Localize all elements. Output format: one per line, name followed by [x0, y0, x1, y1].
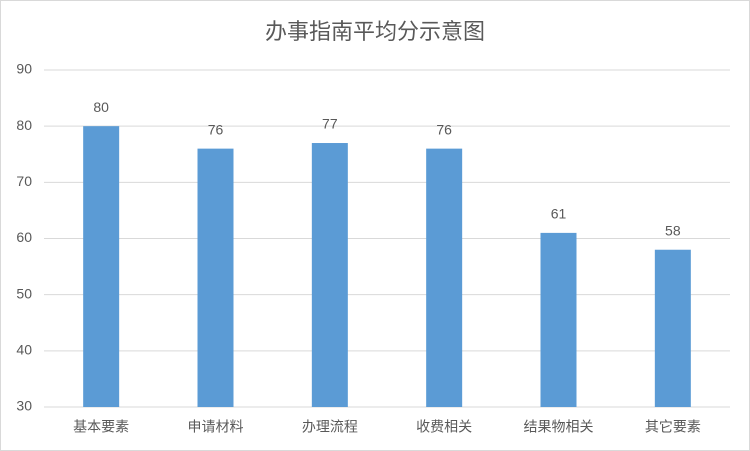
bar	[311, 143, 348, 407]
data-label: 58	[665, 222, 681, 238]
y-tick-label: 50	[16, 285, 32, 301]
bar	[540, 232, 577, 407]
x-tick-label: 基本要素	[73, 419, 129, 435]
bar	[197, 148, 234, 407]
y-tick-label: 30	[16, 398, 32, 414]
y-tick-label: 80	[16, 117, 32, 133]
data-label: 80	[93, 99, 109, 115]
x-tick-label: 申请材料	[188, 419, 244, 435]
y-tick-label: 40	[16, 342, 32, 358]
x-tick-label: 收费相关	[416, 419, 472, 435]
y-tick-label: 70	[16, 173, 32, 189]
x-tick-label: 办理流程	[302, 419, 358, 435]
chart-title: 办事指南平均分示意图	[265, 19, 485, 44]
data-label: 76	[436, 121, 452, 137]
data-label: 76	[208, 121, 224, 137]
data-label: 61	[551, 206, 567, 222]
bar	[83, 126, 120, 408]
y-tick-label: 60	[16, 229, 32, 245]
y-tick-label: 90	[16, 61, 32, 77]
x-tick-label: 其它要素	[645, 419, 701, 435]
bar	[654, 249, 691, 407]
x-tick-label: 结果物相关	[524, 419, 594, 435]
data-label: 77	[322, 116, 338, 132]
bar	[426, 148, 463, 407]
